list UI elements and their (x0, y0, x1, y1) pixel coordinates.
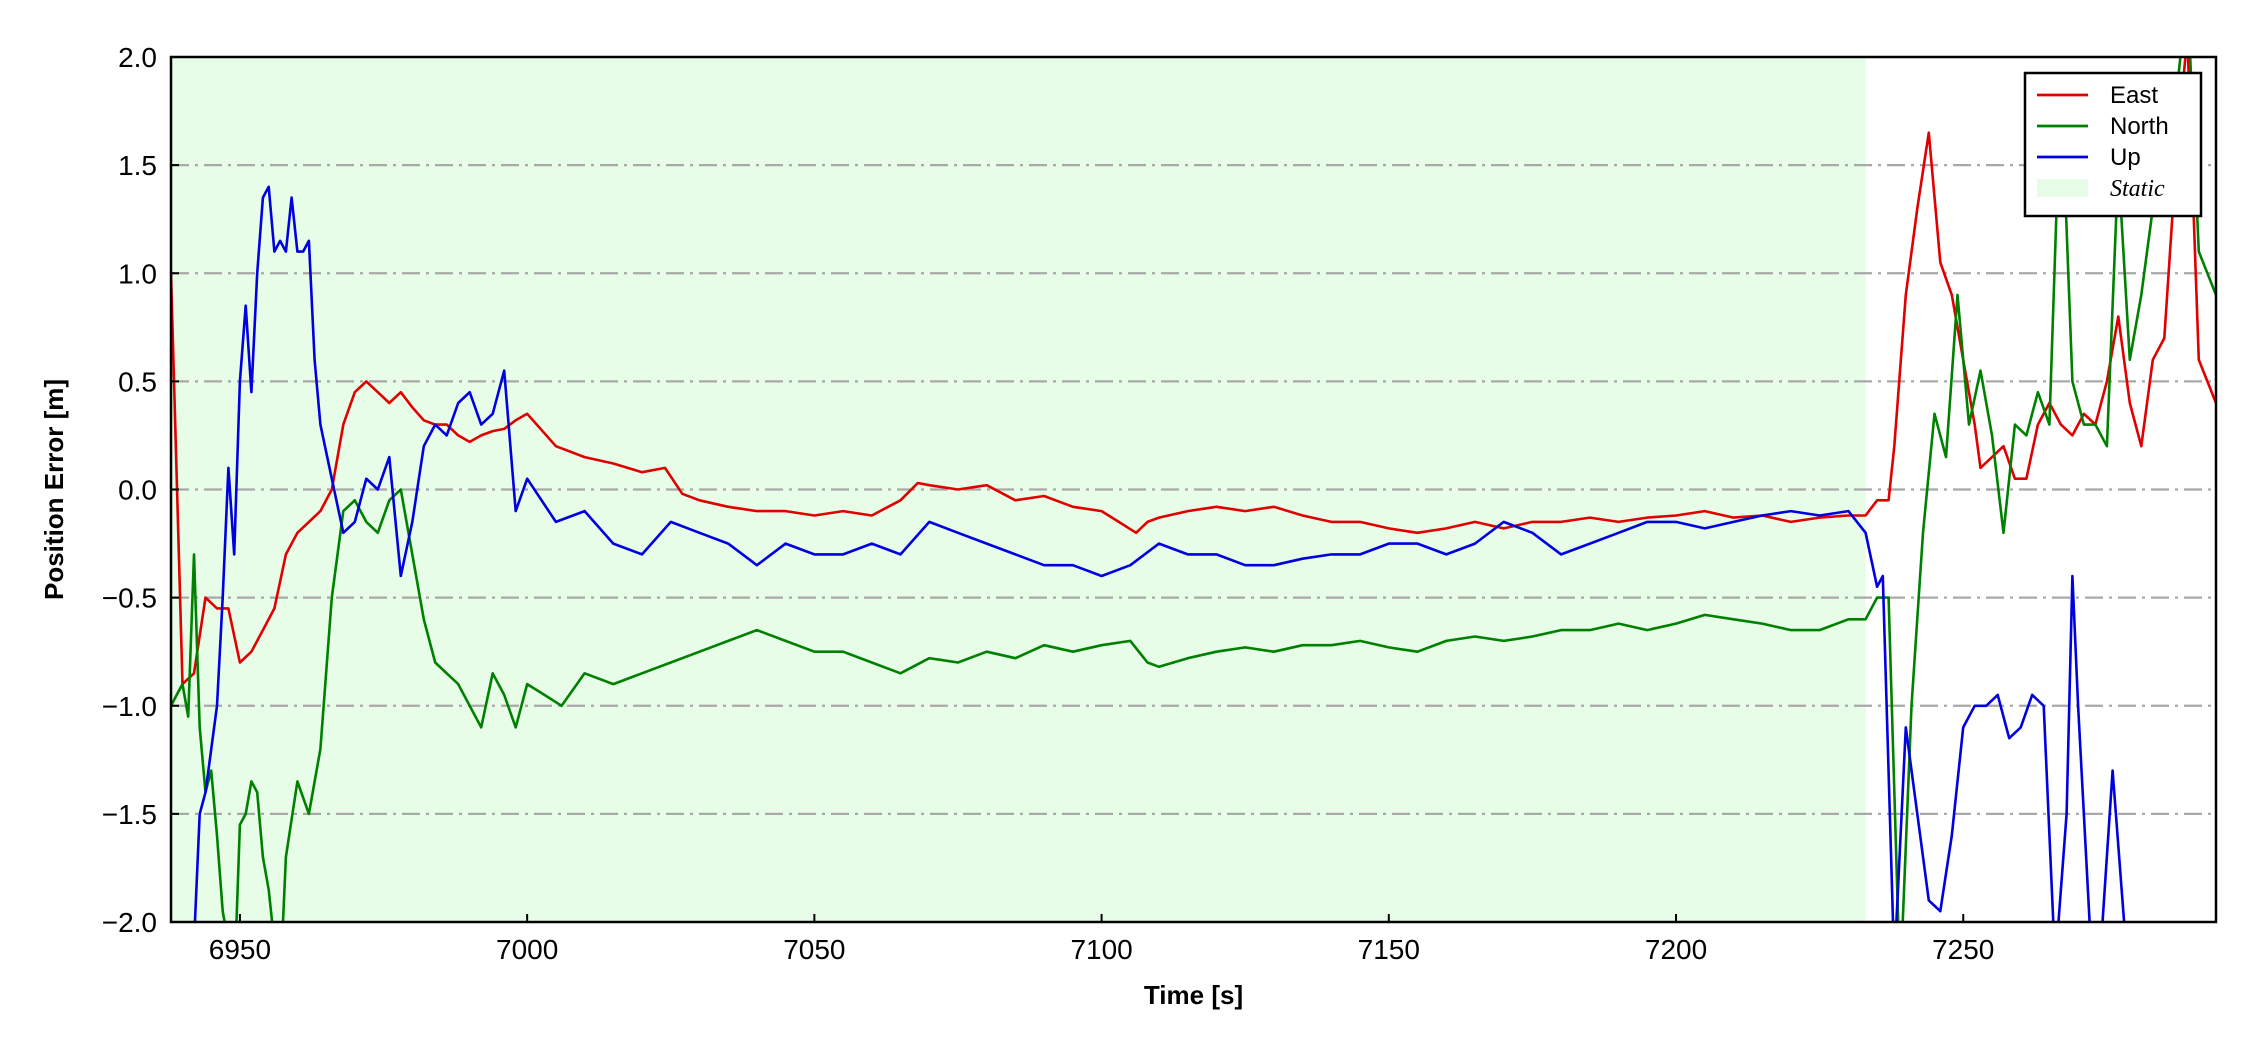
y-axis-ticks: −2.0 −1.5 −1.0 −0.5 0.0 0.5 1.0 1.5 2.0 (102, 42, 179, 938)
y-tick-label: 0.0 (118, 475, 157, 506)
legend-label-north: North (2110, 113, 2169, 140)
static-region-layer (171, 57, 1866, 922)
x-tick-label: 7050 (783, 934, 845, 965)
series-line-up (193, 185, 2126, 922)
series-layer (171, 57, 2216, 922)
x-axis-title: Time [s] (1144, 980, 1243, 1010)
y-tick-label: −0.5 (102, 583, 157, 614)
y-tick-label: 2.0 (118, 42, 157, 73)
x-tick-label: 7100 (1070, 934, 1132, 965)
grid-layer (171, 164, 2216, 815)
legend-label-east: East (2110, 82, 2158, 109)
x-tick-label: 7200 (1645, 934, 1707, 965)
x-tick-label: 6950 (209, 934, 271, 965)
x-tick-label: 7250 (1932, 934, 1994, 965)
y-tick-label: 1.5 (118, 150, 157, 181)
legend-label-up: Up (2110, 144, 2141, 171)
legend: East North Up Static (2023, 71, 2203, 218)
legend-label-static: Static (2110, 176, 2165, 202)
static-region (171, 57, 1866, 922)
y-tick-label: −1.0 (102, 691, 157, 722)
y-tick-label: 1.0 (118, 258, 157, 289)
legend-swatch-static (2037, 179, 2088, 197)
series-line-north (171, 57, 2216, 922)
x-tick-label: 7150 (1358, 934, 1420, 965)
x-axis-ticks: 6950 7000 7050 7100 7150 7200 7250 (209, 914, 1994, 965)
y-tick-label: −1.5 (102, 799, 157, 830)
y-tick-label: −2.0 (102, 907, 157, 938)
x-tick-label: 7000 (496, 934, 558, 965)
y-tick-label: 0.5 (118, 366, 157, 397)
y-axis-title: Position Error [m] (39, 379, 69, 600)
